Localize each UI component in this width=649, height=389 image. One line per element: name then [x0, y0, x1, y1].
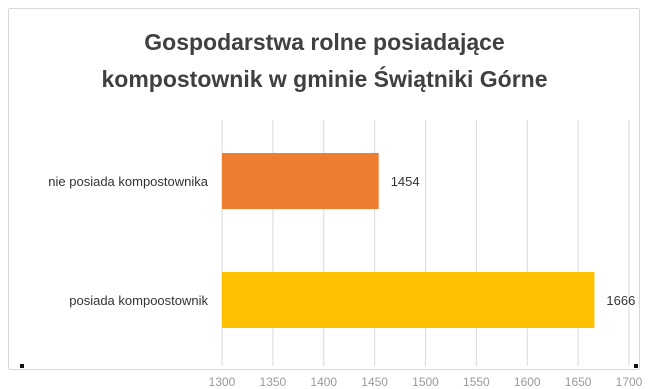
bar	[222, 272, 595, 328]
x-tick-label: 1450	[361, 375, 388, 389]
chart-title-line-2: kompostownik w gminie Świątniki Górne	[101, 66, 548, 92]
chart-title-line-1: Gospodarstwa rolne posiadające	[144, 29, 505, 55]
bar	[222, 153, 379, 209]
x-tick-label: 1700	[616, 375, 643, 389]
dot-marker-left	[20, 364, 24, 368]
data-label: 1454	[391, 174, 420, 189]
x-tick-label: 1400	[310, 375, 337, 389]
x-tick-label: 1600	[514, 375, 541, 389]
chart-title: Gospodarstwa rolne posiadające kompostow…	[0, 24, 649, 98]
x-tick-label: 1500	[412, 375, 439, 389]
dot-marker-right	[634, 364, 638, 368]
x-tick-label: 1550	[463, 375, 490, 389]
x-tick-label: 1350	[260, 375, 287, 389]
category-label: posiada kompoostownik	[69, 293, 208, 308]
x-tick-label: 1300	[209, 375, 236, 389]
data-label: 1666	[606, 293, 635, 308]
x-tick-label: 1650	[565, 375, 592, 389]
category-label: nie posiada kompostownika	[48, 174, 208, 189]
